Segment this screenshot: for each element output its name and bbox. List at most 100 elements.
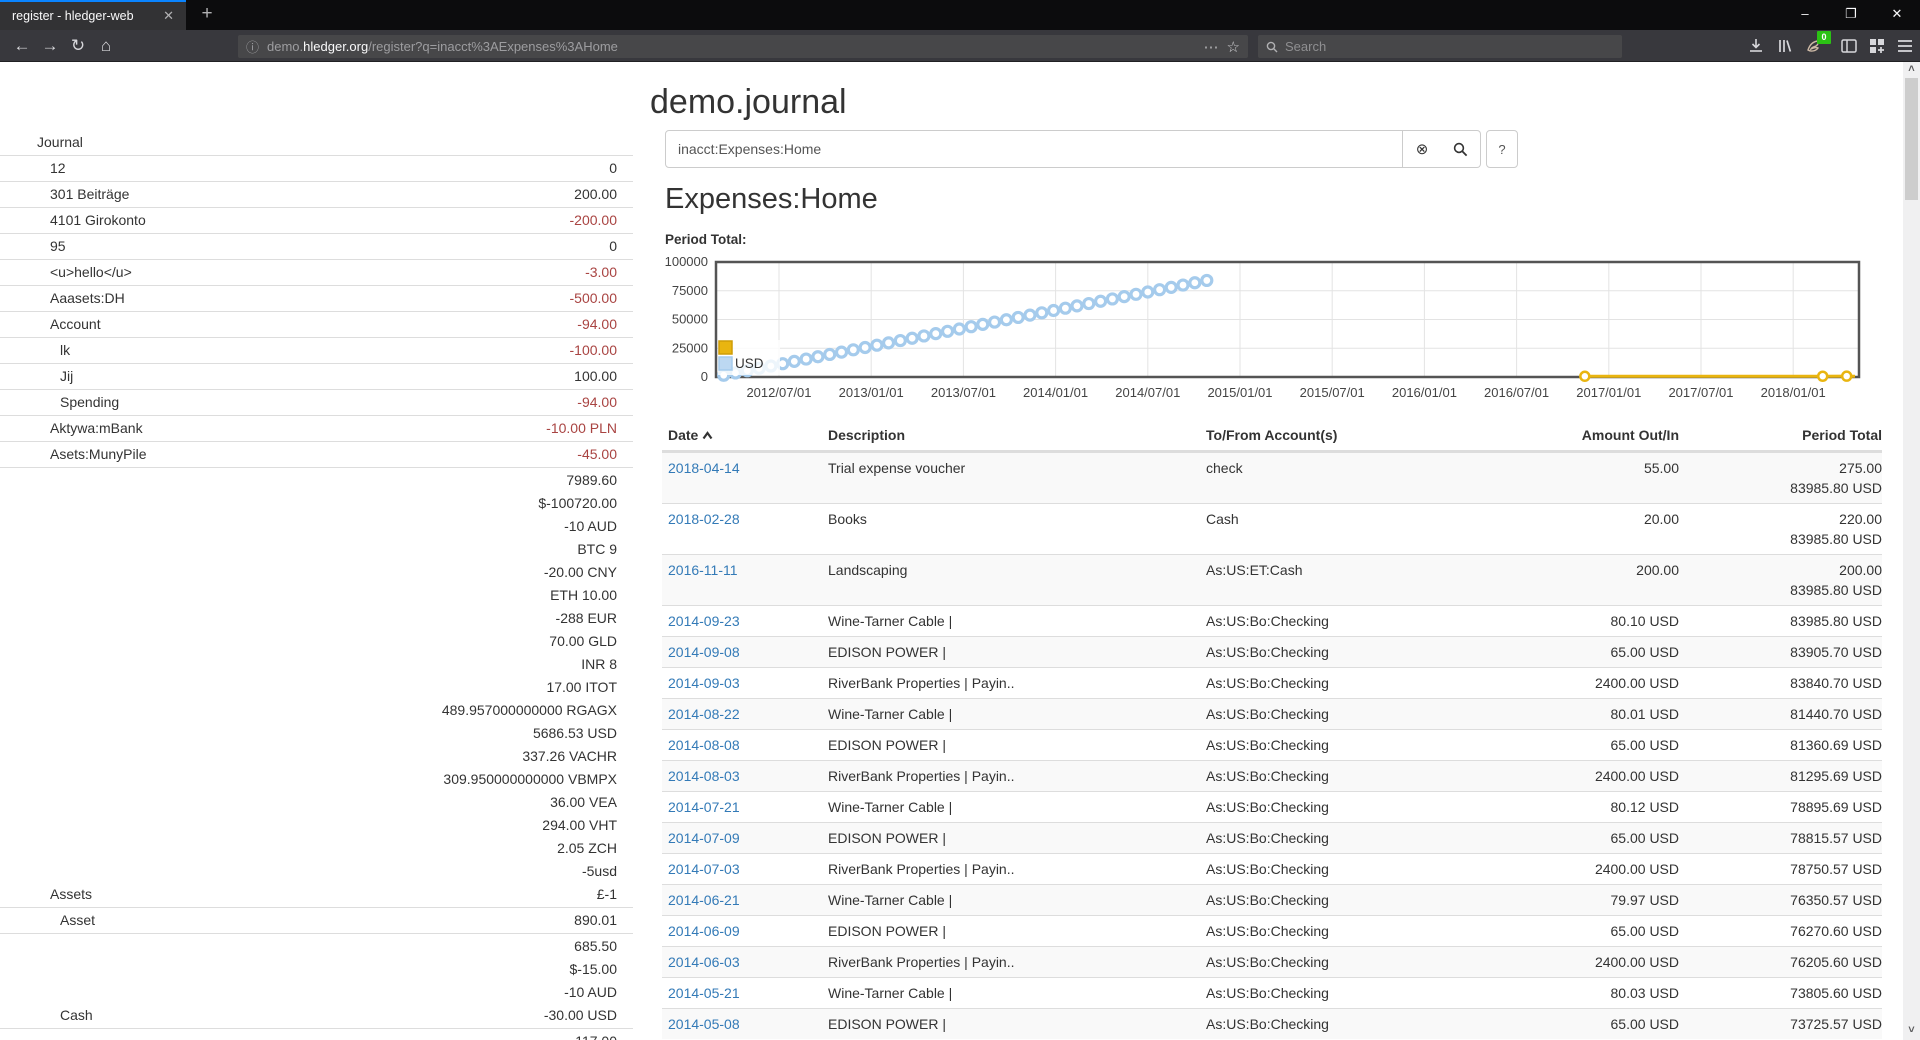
account-link[interactable]: Spending [60,394,120,410]
browser-search-box[interactable]: Search [1258,35,1622,58]
period-total-chart: 2012/07/01 2013/01/01 2013/07/01 2014/01/01… [665,254,1861,400]
account-link[interactable]: Assets [50,886,93,902]
scrollbar-down-icon[interactable]: ˅ [1908,1024,1915,1036]
library-icon[interactable] [1772,33,1798,59]
register-row[interactable]: 2014-08-08 EDISON POWER | As:US:Bo:Checkin… [662,729,1882,760]
cell-period-total: 78815.57 USD [1685,823,1882,853]
transaction-date-link[interactable]: 2014-07-03 [668,861,740,877]
page-scrollbar[interactable] [1903,62,1920,1040]
menu-hamburger-icon[interactable] [1892,33,1918,59]
register-row[interactable]: 2014-09-23 Wine-Tarner Cable | As:US:Bo:Ch… [662,605,1882,636]
account-link[interactable]: <u>hello</u> [50,264,132,280]
cell-account: As:US:ET:Cash [1206,562,1303,578]
register-row[interactable]: 2014-07-09 EDISON POWER | As:US:Bo:Checkin… [662,822,1882,853]
account-link[interactable]: 12 [50,160,66,176]
window-minimize-button[interactable]: – [1801,6,1809,21]
window-restore-button[interactable]: ❐ [1845,6,1857,21]
transaction-date-link[interactable]: 2014-09-23 [668,613,740,629]
transaction-date-link[interactable]: 2014-06-21 [668,892,740,908]
chart-graphic [917,329,931,343]
register-row[interactable]: 2014-06-03 RiverBank Properties | Payin..… [662,946,1882,977]
home-button[interactable]: ⌂ [100,36,112,55]
browser-tab[interactable]: register - hledger-web ✕ [0,0,186,30]
site-info-icon[interactable]: ⓘ [246,40,260,55]
cell-description: EDISON POWER | [828,737,946,753]
account-link[interactable]: Aaasets:DH [50,290,125,306]
chart-graphic [1579,370,1591,383]
transaction-date-link[interactable]: 2014-08-22 [668,706,740,722]
register-row[interactable]: 2014-09-03 RiverBank Properties | Payin..… [662,667,1882,698]
register-row[interactable]: 2014-06-21 Wine-Tarner Cable | As:US:Bo:Ch… [662,884,1882,915]
pocket-grid-icon[interactable] [1864,33,1890,59]
register-row[interactable]: 2016-11-11 Landscaping As:US:ET:Cash 200.00… [662,554,1882,605]
transaction-date-link[interactable]: 2014-09-03 [668,675,740,691]
period-total-line: 83985.80 USD [1790,531,1882,547]
account-link[interactable]: lk [60,342,71,358]
scrollbar-up-icon[interactable]: ˄ [1908,63,1915,75]
column-header-date[interactable]: Date [662,420,822,450]
bookmark-star-icon[interactable]: ☆ [1226,38,1240,56]
transaction-date-link[interactable]: 2014-06-09 [668,923,740,939]
register-header-row: Date Description To/From Account(s) Amou… [662,420,1882,452]
reload-button[interactable]: ↻ [70,36,86,55]
account-link[interactable]: Cash [60,1007,93,1023]
transaction-date-link[interactable]: 2014-07-09 [668,830,740,846]
back-button[interactable]: ← [13,36,31,55]
balance-amount: -5usd [581,863,617,879]
page-actions-icon[interactable]: ⋯ [1203,38,1220,56]
sidebars-icon[interactable] [1836,33,1862,59]
register-row[interactable]: 2014-05-21 Wine-Tarner Cable | As:US:Bo:Ch… [662,977,1882,1008]
register-row[interactable]: 2014-09-08 EDISON POWER | As:US:Bo:Checkin… [662,636,1882,667]
transaction-date-link[interactable]: 2014-08-08 [668,737,740,753]
transaction-date-link[interactable]: 2016-11-11 [668,562,738,578]
register-row[interactable]: 2014-07-03 RiverBank Properties | Payin..… [662,853,1882,884]
cell-date: 2014-09-03 [662,668,822,698]
account-link[interactable]: Jij [60,368,74,384]
chart-graphic [1176,278,1190,292]
clear-query-button[interactable]: ⊗ [1402,130,1442,168]
url-bar[interactable]: ⓘ demo. hledger.org/register?q=inacct%3AE… [238,35,1248,58]
search-query-button[interactable] [1441,130,1481,168]
register-row[interactable]: 2014-05-08 EDISON POWER | As:US:Bo:Checkin… [662,1008,1882,1039]
chart-graphic [999,313,1013,327]
transaction-date-link[interactable]: 2014-05-08 [668,1016,740,1032]
account-link[interactable]: Aktywa:mBank [50,420,143,436]
transaction-date-link[interactable]: 2018-04-14 [668,460,740,476]
downloads-icon[interactable] [1743,33,1769,59]
transaction-date-link[interactable]: 2014-06-03 [668,954,740,970]
register-row[interactable]: 2014-07-21 Wine-Tarner Cable | As:US:Bo:Ch… [662,791,1882,822]
account-balance: 100.00 [73,365,633,388]
cell-account: As:US:Bo:Checking [1206,892,1329,908]
balance-amount: -45.00 [577,446,617,462]
balance-amount: -10.00 PLN [546,420,617,436]
tab-close-icon[interactable]: ✕ [163,8,174,23]
transaction-date-link[interactable]: 2018-02-28 [668,511,740,527]
window-close-button[interactable]: ✕ [1891,6,1903,21]
transaction-date-link[interactable]: 2014-09-08 [668,644,740,660]
query-input[interactable] [665,130,1403,168]
account-link[interactable]: 95 [50,238,66,254]
transaction-date-link[interactable]: 2014-05-21 [668,985,740,1001]
register-row[interactable]: 2018-04-14 Trial expense voucher check 55.0… [662,452,1882,503]
account-link[interactable]: Asset [60,912,96,928]
sidebar-account-row: -117.00 [0,1028,633,1040]
period-total-line: 275.00 [1839,460,1882,476]
cell-amount: 65.00 USD [1610,923,1679,939]
transaction-date-link[interactable]: 2014-08-03 [668,768,740,784]
new-tab-button[interactable]: + [201,3,213,24]
cell-account: As:US:Bo:Checking [1206,613,1329,629]
register-row[interactable]: 2014-08-03 RiverBank Properties | Payin..… [662,760,1882,791]
account-link[interactable]: 301 Beiträge [50,186,130,202]
forward-button[interactable]: → [41,36,59,55]
account-link[interactable]: Asets:MunyPile [50,446,147,462]
help-button[interactable]: ? [1486,130,1518,168]
register-row[interactable]: 2014-08-22 Wine-Tarner Cable | As:US:Bo:Ch… [662,698,1882,729]
account-link[interactable]: 4101 Girokonto [50,212,146,228]
sidebar-journal-link[interactable]: Journal [37,134,83,150]
register-row[interactable]: 2018-02-28 Books Cash 20.00 220.00 83985.80 U… [662,503,1882,554]
register-row[interactable]: 2014-06-09 EDISON POWER | As:US:Bo:Checkin… [662,915,1882,946]
account-link[interactable]: Account [50,316,101,332]
transaction-date-link[interactable]: 2014-07-21 [668,799,740,815]
scrollbar-thumb[interactable] [1905,78,1918,200]
search-icon [1266,41,1278,52]
